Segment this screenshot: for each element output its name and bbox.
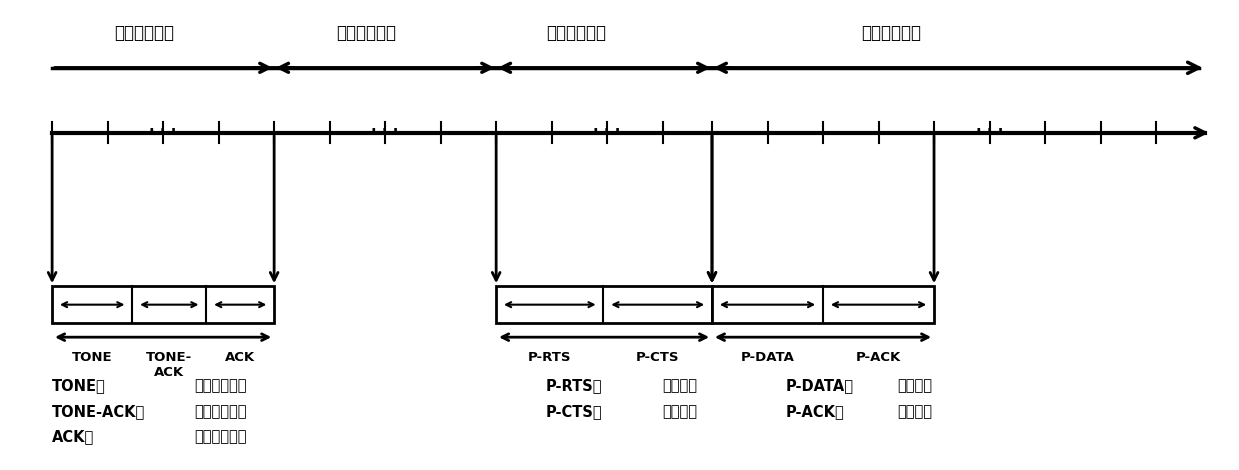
- Text: · · ·: · · ·: [593, 123, 621, 138]
- Bar: [712, 286, 934, 323]
- Text: 跟踪应答: 跟踪应答: [663, 404, 698, 419]
- Text: 邻居发现阶段: 邻居发现阶段: [115, 24, 175, 42]
- Text: · · ·: · · ·: [976, 123, 1004, 138]
- Text: TONE-
ACK: TONE- ACK: [146, 351, 192, 379]
- Text: ACK: ACK: [225, 351, 255, 364]
- Text: P-DATA: P-DATA: [741, 351, 794, 364]
- Text: 波束对准请求: 波束对准请求: [195, 378, 247, 393]
- Text: 数据预约阶段: 数据预约阶段: [546, 24, 606, 42]
- Text: · · ·: · · ·: [150, 123, 177, 138]
- Text: P-CTS: P-CTS: [636, 351, 679, 364]
- Text: · · ·: · · ·: [372, 123, 399, 138]
- Text: 波束对准确认: 波束对准确认: [195, 430, 247, 445]
- Text: P-RTS: P-RTS: [528, 351, 571, 364]
- Text: 波束对准应答: 波束对准应答: [195, 404, 247, 419]
- Text: P-RTS：: P-RTS：: [545, 378, 602, 393]
- Text: TONE-ACK：: TONE-ACK：: [52, 404, 145, 419]
- Text: TONE: TONE: [72, 351, 113, 364]
- Text: P-ACK: P-ACK: [856, 351, 901, 364]
- Text: P-CTS：: P-CTS：: [545, 404, 602, 419]
- Text: ACK：: ACK：: [52, 430, 94, 445]
- Bar: [52, 286, 274, 323]
- Text: 数据传输阶段: 数据传输阶段: [861, 24, 921, 42]
- Text: P-DATA：: P-DATA：: [786, 378, 854, 393]
- Text: P-ACK：: P-ACK：: [786, 404, 845, 419]
- Text: TONE：: TONE：: [52, 378, 105, 393]
- Bar: [496, 286, 712, 323]
- Text: 跟踪请求: 跟踪请求: [663, 378, 698, 393]
- Text: 预约请求: 预约请求: [897, 378, 932, 393]
- Text: 邻居跟踪阶段: 邻居跟踪阶段: [337, 24, 396, 42]
- Text: 预约应答: 预约应答: [897, 404, 932, 419]
